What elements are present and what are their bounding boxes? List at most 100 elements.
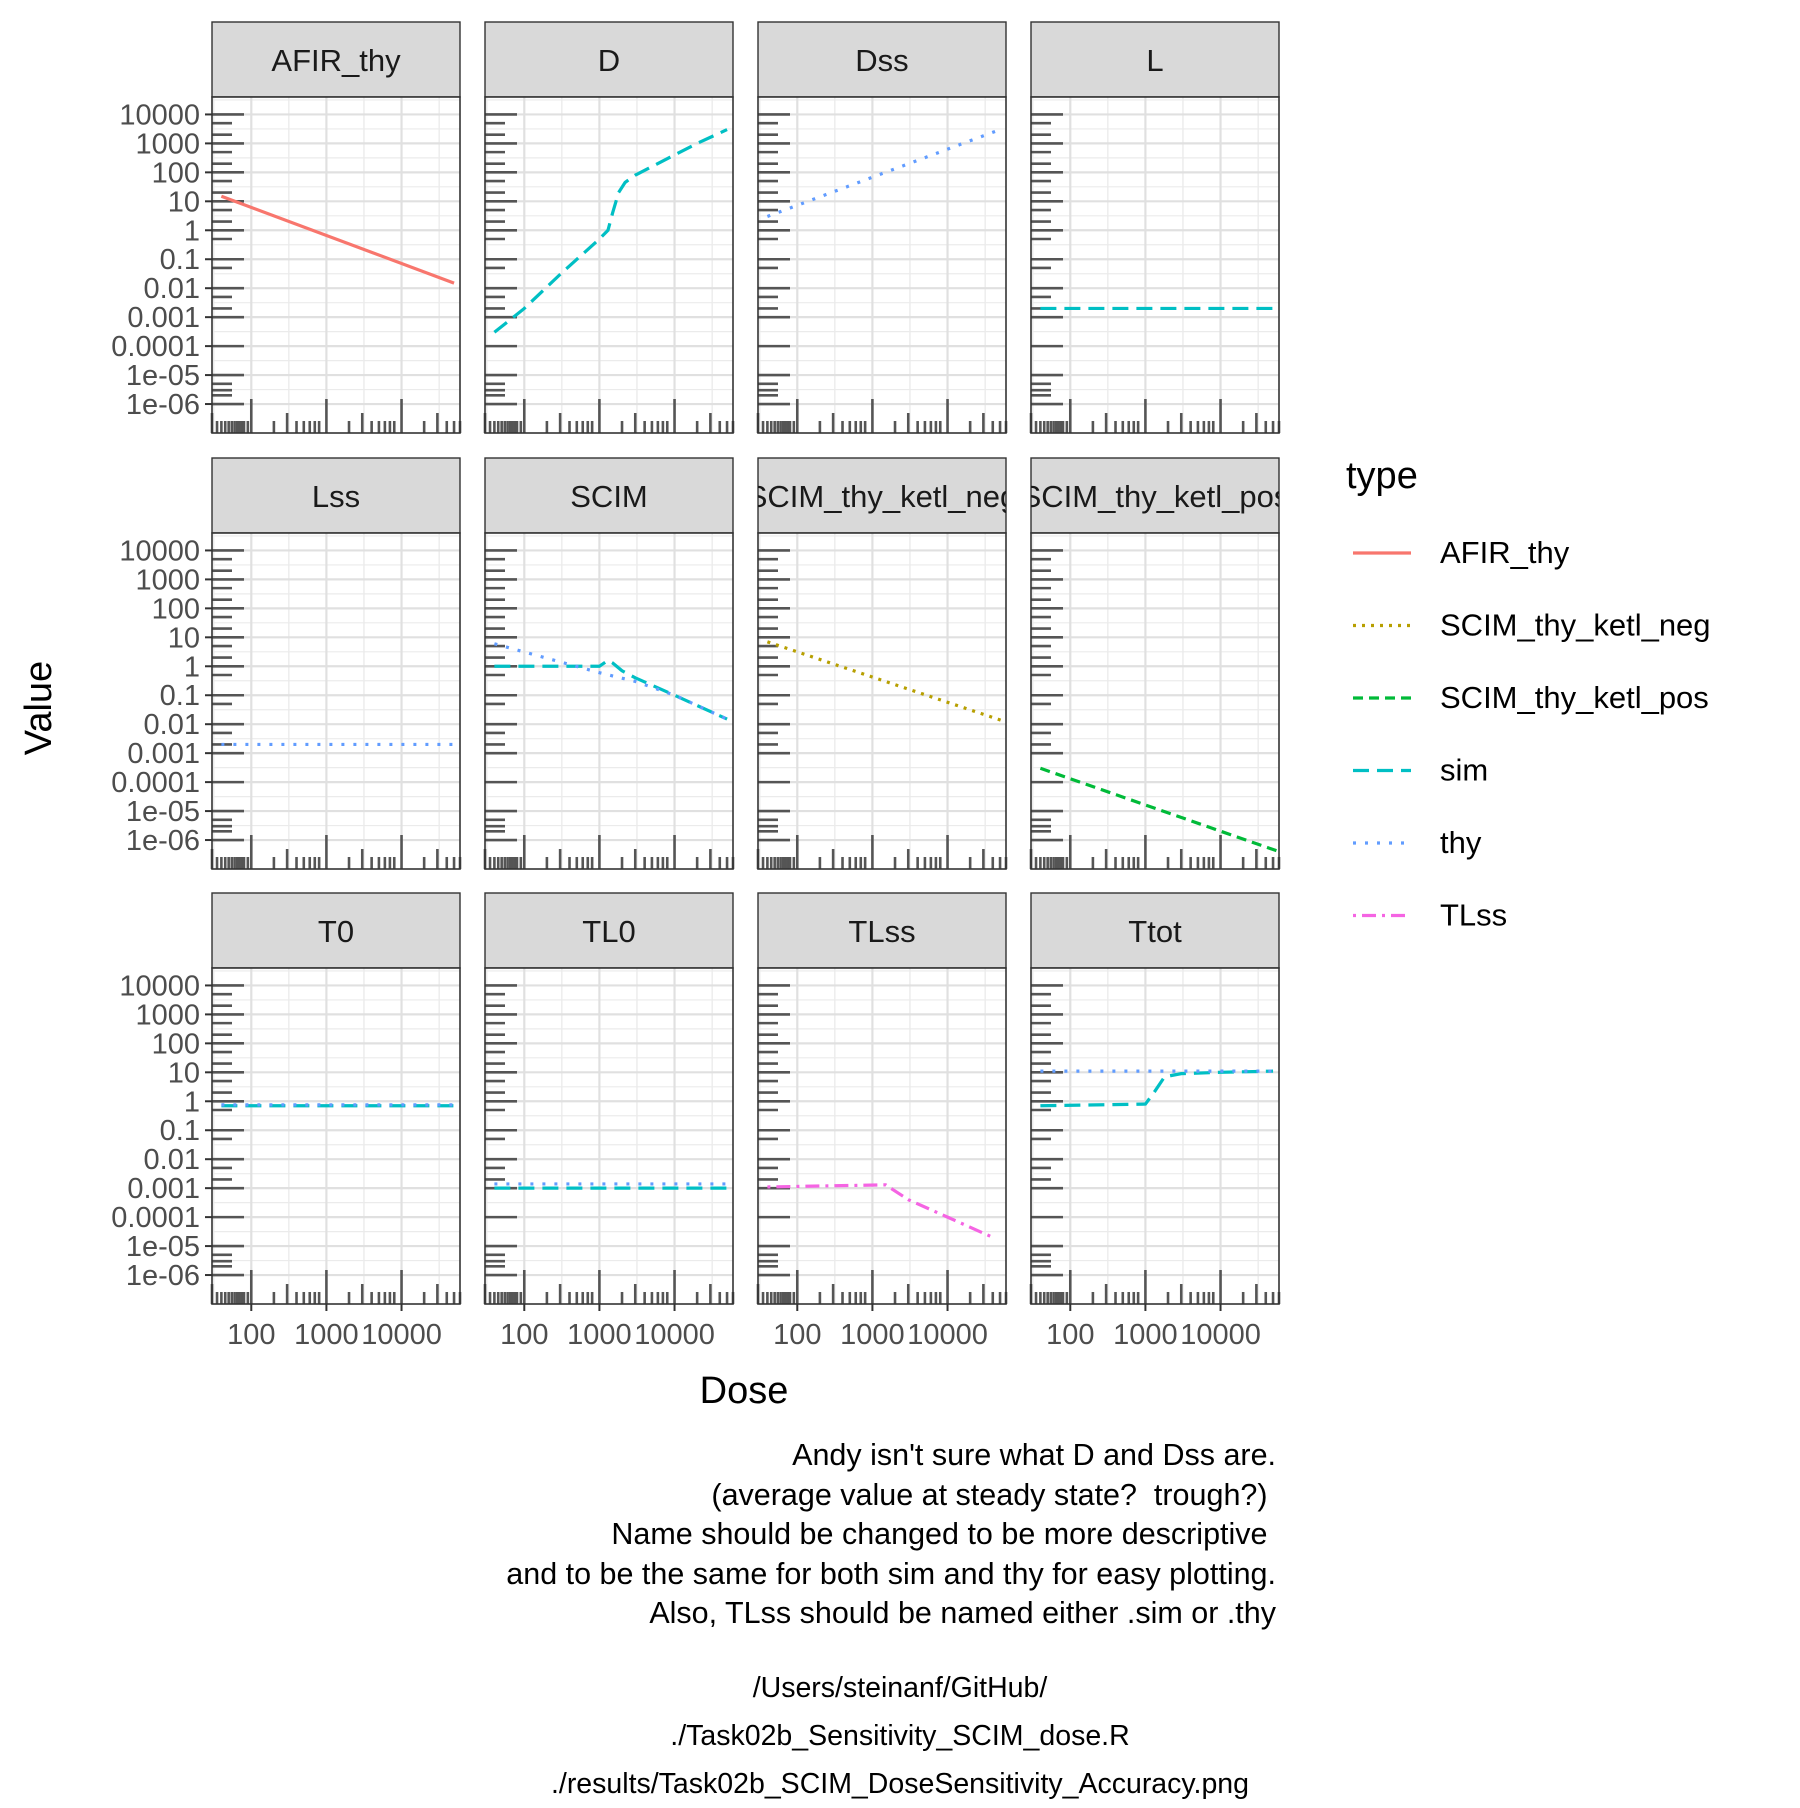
panel-border (1030, 532, 1280, 870)
x-tick-label: 10000 (1180, 1319, 1261, 1351)
y-tick-label: 0.01 (144, 709, 200, 741)
legend-label: TLss (1440, 898, 1507, 933)
x-axis: 100 1000 10000 (500, 1304, 715, 1351)
log-ticks (756, 549, 1008, 869)
y-tick-label: 1e-05 (126, 360, 200, 392)
facet-title: Dss (855, 43, 908, 78)
facet-panel: Dss (756, 21, 1008, 434)
panel-border (211, 96, 461, 434)
y-tick-label: 1000 (135, 564, 200, 596)
panel-background (758, 97, 1006, 433)
panel-border (1030, 967, 1280, 1305)
gridlines (1031, 533, 1279, 869)
facet-panel: SCIM_thy_ketl_pos (1029, 457, 1281, 870)
facet-strip (211, 21, 461, 98)
facet-panel: SCIM (483, 457, 735, 870)
log-ticks (756, 984, 1008, 1304)
panel-background (1031, 97, 1279, 433)
gridlines (485, 968, 733, 1304)
series-line-sim (493, 128, 728, 334)
facet-strip (484, 21, 734, 98)
panel-background (485, 97, 733, 433)
y-tick-label: 0.0001 (111, 331, 200, 363)
facet-panel: SCIM_thy_ketl_neg (747, 457, 1018, 870)
log-ticks (210, 984, 462, 1304)
log-ticks (483, 984, 735, 1304)
panel-border (1030, 96, 1280, 434)
x-axis: 100 1000 10000 (227, 1304, 442, 1351)
y-tick-label: 1e-06 (126, 1260, 200, 1292)
panel-border (757, 532, 1007, 870)
x-axis-title: Dose (700, 1370, 789, 1412)
y-tick-label: 0.001 (127, 1173, 200, 1205)
facet-title: TLss (848, 914, 915, 949)
panel-background (485, 533, 733, 869)
facet-title: T0 (318, 914, 354, 949)
x-tick-label: 100 (773, 1319, 821, 1351)
legend-label: thy (1440, 825, 1482, 860)
caption: Andy isn't sure what D and Dss are. (ave… (200, 1436, 1276, 1634)
y-tick-label: 0.01 (144, 273, 200, 305)
facet-strip (757, 457, 1007, 534)
legend: type AFIR_thy SCIM_thy_ketl_neg SCIM_thy_ke… (1346, 455, 1711, 933)
panel-border (484, 96, 734, 434)
panel-background (758, 968, 1006, 1304)
facet-title: D (598, 43, 620, 78)
series-line-thy (766, 128, 1001, 218)
y-axis-title: Value (18, 661, 60, 755)
y-tick-label: 1 (184, 1086, 200, 1118)
legend-label: SCIM_thy_ketl_neg (1440, 608, 1711, 643)
x-tick-label: 100 (500, 1319, 548, 1351)
y-tick-label: 0.0001 (111, 767, 200, 799)
facet-title: SCIM (570, 479, 648, 514)
log-ticks (483, 113, 735, 433)
y-tick-label: 1000 (135, 999, 200, 1031)
caption-line: Andy isn't sure what D and Dss are. (792, 1438, 1276, 1472)
x-tick-label: 10000 (907, 1319, 988, 1351)
panel-border (484, 532, 734, 870)
x-axis: 100 1000 10000 (1046, 1304, 1261, 1351)
gridlines (212, 97, 460, 433)
panel-background (212, 533, 460, 869)
facet-title: TL0 (582, 914, 635, 949)
facet-panel: D (483, 21, 735, 434)
caption-line: Name should be changed to be more descri… (611, 1517, 1276, 1551)
facet-strip (211, 457, 461, 534)
panel-background (1031, 968, 1279, 1304)
legend-title: type (1346, 455, 1418, 497)
source-line: /Users/steinanf/GitHub/ (752, 1672, 1048, 1704)
panel-border (211, 967, 461, 1305)
source-paths: /Users/steinanf/GitHub/ ./Task02b_Sensit… (300, 1664, 1500, 1808)
y-tick-label: 100 (152, 1028, 200, 1060)
caption-line: and to be the same for both sim and thy … (506, 1556, 1276, 1591)
panel-border (484, 967, 734, 1305)
facet-panel: Ttot (1029, 892, 1281, 1305)
x-tick-label: 10000 (361, 1319, 442, 1351)
y-tick-label: 0.001 (127, 738, 200, 770)
panel-background (758, 533, 1006, 869)
y-tick-label: 10 (168, 186, 200, 218)
gridlines (1031, 97, 1279, 433)
y-tick-label: 0.01 (144, 1144, 200, 1176)
caption-line: Also, TLss should be named either .sim o… (649, 1596, 1276, 1630)
panel-border (211, 532, 461, 870)
facet-strip (211, 892, 461, 969)
y-tick-label: 1 (184, 651, 200, 683)
facet-strip (1030, 21, 1280, 98)
panel-border (757, 96, 1007, 434)
y-tick-label: 10 (168, 622, 200, 654)
x-tick-label: 1000 (1113, 1319, 1178, 1351)
legend-item: sim (1353, 753, 1488, 788)
y-tick-label: 10 (168, 1057, 200, 1089)
facet-panel: TL0 (483, 892, 735, 1305)
x-tick-label: 100 (1046, 1319, 1094, 1351)
facet-title: SCIM_thy_ketl_neg (747, 479, 1018, 514)
x-tick-label: 100 (227, 1319, 275, 1351)
panel-background (485, 968, 733, 1304)
legend-item: AFIR_thy (1353, 535, 1570, 570)
facet-panels: AFIR_thy D Dss L Lss SCIM SCIM_thy_ketl_neg SCI… (210, 21, 1281, 1305)
legend-label: SCIM_thy_ketl_pos (1440, 680, 1709, 715)
axes: 1e-061e-050.00010.0010.010.1110100100010… (18, 99, 1261, 1412)
facet-panel: Lss (210, 457, 462, 870)
